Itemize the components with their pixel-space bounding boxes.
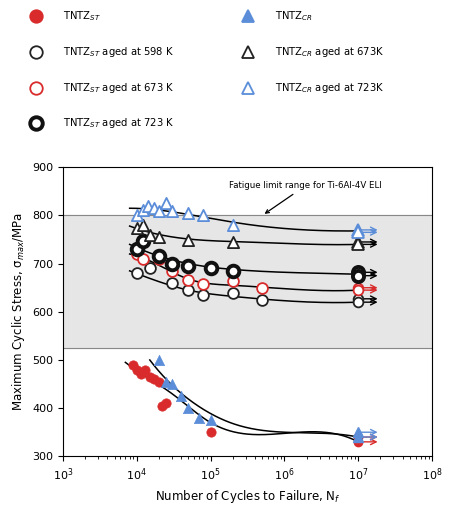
- Point: [229, 238, 236, 246]
- Point: [259, 283, 266, 292]
- Point: [185, 235, 192, 244]
- Text: TNTZ$_{CR}$: TNTZ$_{CR}$: [274, 9, 312, 23]
- Point: [133, 366, 140, 374]
- Point: [162, 378, 170, 386]
- Point: [168, 279, 176, 287]
- Point: [185, 276, 192, 284]
- Point: [229, 267, 236, 275]
- Point: [207, 428, 214, 436]
- Point: [130, 361, 137, 369]
- Text: TNTZ$_{ST}$: TNTZ$_{ST}$: [63, 9, 101, 23]
- Point: [155, 255, 162, 263]
- X-axis label: Number of Cycles to Failure, N$_f$: Number of Cycles to Failure, N$_f$: [155, 488, 340, 505]
- Point: [168, 207, 176, 215]
- Point: [155, 252, 162, 261]
- Point: [155, 356, 162, 364]
- Point: [168, 267, 176, 275]
- Point: [162, 199, 170, 207]
- Point: [144, 202, 151, 210]
- Point: [133, 245, 140, 253]
- Point: [133, 211, 140, 220]
- Bar: [63, 215, 432, 348]
- Point: [229, 288, 236, 297]
- Point: [158, 402, 166, 410]
- Point: [229, 277, 236, 285]
- Point: [142, 366, 149, 374]
- Point: [150, 204, 158, 212]
- Point: [146, 231, 153, 239]
- Point: [155, 207, 162, 215]
- Point: [133, 224, 140, 232]
- Text: Fatigue limit range for Ti-6Al-4V ELI: Fatigue limit range for Ti-6Al-4V ELI: [230, 181, 382, 213]
- Point: [185, 286, 192, 294]
- Point: [207, 416, 214, 424]
- Point: [155, 233, 162, 241]
- Point: [146, 265, 153, 273]
- Point: [139, 255, 146, 263]
- Point: [139, 236, 146, 244]
- Point: [185, 209, 192, 217]
- Y-axis label: Maximum Cyclic Stress, σ$_{max}$/MPa: Maximum Cyclic Stress, σ$_{max}$/MPa: [9, 212, 27, 411]
- Point: [229, 221, 236, 229]
- Point: [168, 380, 176, 388]
- Point: [168, 260, 176, 268]
- Point: [155, 378, 162, 386]
- Point: [185, 262, 192, 270]
- Point: [150, 375, 158, 383]
- Point: [259, 296, 266, 304]
- Text: TNTZ$_{ST}$ aged at 723 K: TNTZ$_{ST}$ aged at 723 K: [63, 116, 174, 130]
- Point: [185, 404, 192, 412]
- Point: [207, 265, 214, 273]
- Point: [146, 373, 153, 381]
- Point: [133, 250, 140, 258]
- Point: [139, 221, 146, 229]
- Point: [139, 206, 146, 214]
- Text: TNTZ$_{ST}$ aged at 598 K: TNTZ$_{ST}$ aged at 598 K: [63, 45, 174, 59]
- Text: TNTZ$_{CR}$ aged at 723K: TNTZ$_{CR}$ aged at 723K: [274, 81, 384, 95]
- Text: TNTZ$_{CR}$ aged at 673K: TNTZ$_{CR}$ aged at 673K: [274, 45, 384, 59]
- Point: [162, 400, 170, 408]
- Point: [178, 392, 185, 400]
- Point: [133, 269, 140, 277]
- Point: [138, 370, 145, 378]
- Point: [200, 280, 207, 288]
- Point: [200, 291, 207, 299]
- Text: TNTZ$_{ST}$ aged at 673 K: TNTZ$_{ST}$ aged at 673 K: [63, 81, 174, 95]
- Point: [200, 211, 207, 220]
- Point: [196, 414, 203, 422]
